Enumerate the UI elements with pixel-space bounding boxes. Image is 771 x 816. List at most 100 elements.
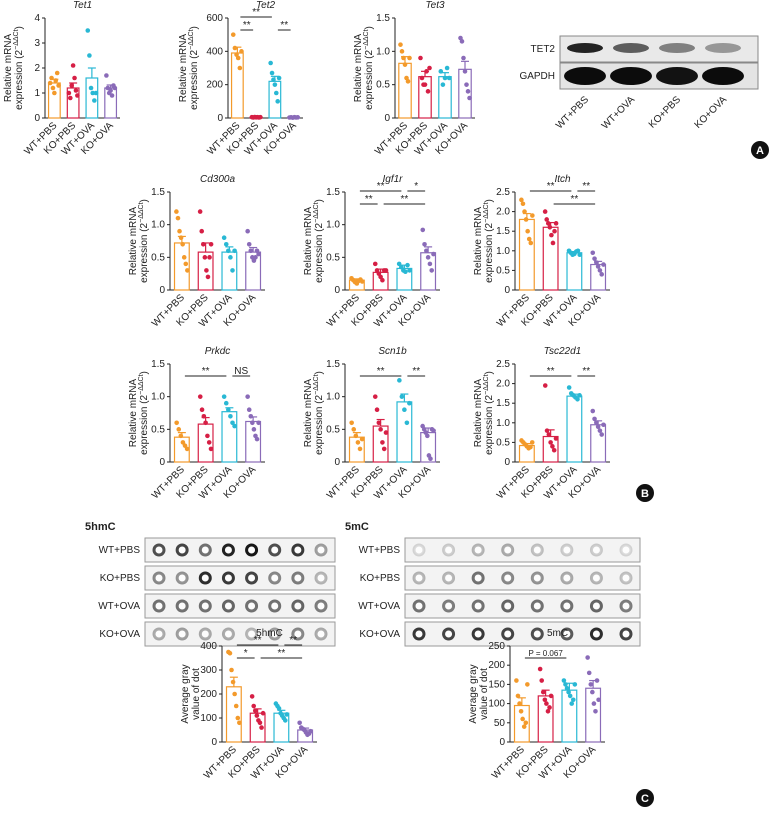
data-point: [68, 95, 73, 101]
data-point: [425, 255, 431, 260]
data-point: [276, 75, 282, 81]
dot: [268, 543, 282, 557]
data-point: [49, 75, 54, 81]
data-point: [520, 716, 525, 722]
data-point: [297, 720, 302, 726]
data-point: [275, 99, 280, 104]
data-point: [245, 394, 250, 399]
data-point: [418, 55, 423, 61]
data-point: [585, 655, 590, 660]
data-point: [228, 413, 233, 419]
data-point: [592, 416, 597, 422]
y-axis-label-part: −ΔΔCt: [13, 29, 20, 49]
significance-label: P = 0.067: [528, 649, 563, 658]
chart-title: Tet2: [256, 0, 276, 11]
dot: [560, 543, 574, 557]
data-point: [359, 436, 365, 442]
data-point: [87, 53, 92, 58]
data-point: [459, 39, 465, 44]
data-point: [425, 89, 431, 94]
data-point: [525, 228, 530, 234]
data-point: [272, 82, 278, 87]
y-axis-label-part: ): [484, 371, 495, 374]
data-point: [526, 236, 532, 242]
data-point: [380, 440, 385, 445]
data-point: [537, 666, 543, 672]
data-point: [440, 82, 446, 87]
dot: [619, 571, 633, 585]
data-point: [399, 394, 405, 399]
data-point: [575, 248, 581, 254]
y-axis-label-part: expression (2: [314, 394, 325, 454]
data-point: [88, 85, 94, 91]
significance-label: **: [412, 366, 420, 377]
dot-blot-title: 5mC: [345, 521, 369, 533]
dot: [442, 627, 456, 641]
y-axis-label-part: −ΔΔCt: [363, 29, 370, 49]
data-point: [284, 712, 290, 717]
data-point: [514, 678, 519, 683]
dot: [152, 627, 166, 641]
data-point: [104, 73, 109, 78]
data-point: [577, 393, 582, 398]
y-tick-label: 0: [211, 737, 217, 748]
dot: [268, 599, 282, 613]
data-point: [550, 444, 555, 449]
data-point: [577, 252, 583, 258]
dot: [501, 627, 515, 641]
data-point: [92, 98, 97, 103]
data-point: [427, 261, 433, 267]
data-point: [569, 701, 575, 706]
data-point: [428, 456, 433, 462]
data-point: [419, 75, 425, 81]
y-tick-label: 0: [334, 285, 340, 296]
data-point: [246, 407, 252, 413]
significance-label: **: [280, 20, 288, 31]
data-point: [376, 420, 382, 426]
data-point: [176, 427, 182, 432]
data-point: [72, 75, 77, 81]
data-point: [372, 394, 378, 399]
y-tick-label: 1.0: [151, 220, 165, 231]
data-point: [572, 682, 578, 687]
dot: [530, 627, 544, 641]
y-tick-label: 3: [34, 38, 40, 49]
data-point: [93, 90, 99, 96]
panel-badge: [751, 141, 769, 159]
dot: [471, 627, 485, 641]
data-point: [200, 241, 206, 247]
y-tick-label: 200: [206, 80, 223, 91]
data-point: [226, 248, 231, 254]
dot: [619, 543, 633, 557]
data-point: [253, 255, 258, 260]
data-point: [251, 427, 257, 432]
blot-band: [656, 67, 698, 85]
data-point: [239, 49, 244, 54]
data-point: [596, 697, 601, 703]
bar: [566, 252, 583, 291]
data-point: [523, 217, 529, 222]
data-point: [357, 446, 363, 452]
y-tick-label: 100: [488, 699, 505, 710]
data-point: [178, 235, 184, 241]
data-point: [56, 83, 61, 88]
y-tick-label: 0.5: [326, 424, 340, 435]
data-point: [178, 433, 184, 439]
y-tick-label: 0.5: [326, 252, 340, 263]
data-point: [442, 75, 448, 81]
y-tick-label: 0: [159, 285, 165, 296]
dot-blot-row-label: WT+OVA: [98, 601, 140, 612]
data-point: [407, 400, 412, 406]
data-point: [237, 720, 242, 726]
data-point: [404, 420, 410, 426]
data-point: [221, 235, 227, 241]
significance-label: **: [547, 366, 555, 377]
data-point: [550, 240, 556, 246]
y-axis-label: expression (2−ΔΔCt): [483, 199, 495, 283]
y-axis-label-part: ): [139, 371, 150, 374]
data-point: [197, 394, 203, 399]
y-axis-label: expression (2−ΔΔCt): [313, 371, 325, 455]
data-point: [208, 446, 214, 452]
data-point: [349, 420, 354, 426]
